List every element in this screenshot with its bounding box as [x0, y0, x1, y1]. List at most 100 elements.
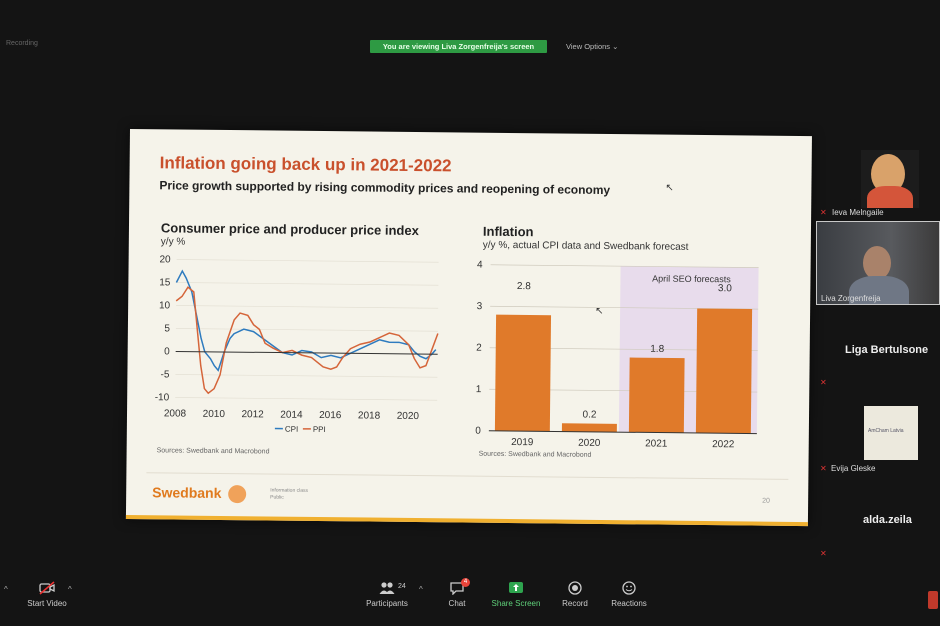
participants-label: Participants: [366, 599, 408, 608]
mic-muted-icon: ✕: [820, 549, 827, 558]
line-chart-y-tick-label: -5: [160, 369, 169, 380]
participant-name-alda: alda.zeila: [863, 514, 912, 526]
legend-label-cpi: CPI: [285, 425, 298, 434]
participant-video-clothes: [867, 186, 913, 208]
information-class: Information class Public: [270, 487, 308, 501]
bar-chart-y-tick-label: 1: [476, 384, 482, 395]
share-screen-label: Share Screen: [491, 599, 541, 608]
bar-2020: [561, 423, 617, 433]
video-options-caret-icon[interactable]: ^: [68, 585, 72, 594]
bar-chart-y-tick-label: 0: [475, 426, 481, 437]
participant-video-clothes: [849, 276, 909, 304]
slide-page-number: 20: [762, 497, 770, 505]
participant-name-evija: Evija Gleske: [831, 464, 876, 473]
bar-category-label-2021: 2021: [645, 438, 668, 449]
bar-chart-y-tick-label: 4: [477, 260, 483, 271]
information-class-value: Public: [270, 494, 284, 501]
line-chart-series-ppi: [175, 286, 439, 395]
bar-category-label-2020: 2020: [578, 438, 601, 449]
record-label: Record: [562, 599, 588, 608]
line-chart-y-tick-label: 10: [159, 300, 171, 311]
bar-chart-baseline: [488, 430, 757, 435]
viewing-banner: You are viewing Liva Zorgenfreija's scre…: [370, 40, 547, 53]
participant-name-liga: Liga Bertulsone: [845, 344, 929, 356]
participant-tile-evija[interactable]: AmCham Latvia: [864, 406, 918, 460]
participant-tile-liva[interactable]: Liva Zorgenfreija: [816, 221, 940, 305]
reactions-label: Reactions: [611, 599, 647, 608]
bar-value-label-2022: 3.0: [718, 283, 732, 294]
line-chart-y-tick-label: 0: [164, 346, 170, 357]
bar-chart-source: Sources: Swedbank and Macrobond: [478, 450, 592, 459]
bar-chart-y-tick-label: 3: [477, 301, 483, 312]
start-video-label: Start Video: [27, 599, 67, 608]
share-screen-button[interactable]: Share Screen: [490, 581, 542, 608]
participants-options-caret-icon[interactable]: ^: [419, 585, 423, 594]
recording-indicator: Recording: [6, 40, 38, 47]
bar-chart-title: Inflation: [482, 223, 534, 240]
line-chart-gridline: [175, 328, 438, 332]
legend-label-ppi: PPI: [313, 425, 326, 434]
share-screen-icon: [509, 582, 523, 593]
line-chart-series-cpi: [175, 269, 437, 372]
line-chart-ylabel: y/y %: [160, 236, 186, 248]
line-chart: 20 15 10 5 0 -5 -10 2008 2010 2012 2014 2016 2018 202…: [155, 254, 439, 434]
meeting-toolbar: ^ Start Video ^ Participants 24 ^ Chat 4…: [0, 575, 940, 626]
mic-muted-icon: ✕: [820, 464, 827, 473]
line-chart-x-tick-label: 2014: [280, 410, 303, 421]
slide-accent-bar: [125, 514, 808, 527]
mic-muted-icon: ✕: [820, 208, 827, 217]
participants-button[interactable]: Participants: [362, 581, 412, 608]
line-chart-gridline: [175, 374, 438, 378]
audio-options-caret-icon[interactable]: ^: [4, 585, 8, 594]
chat-label: Chat: [448, 599, 466, 608]
line-chart-x-tick-label: 2008: [164, 408, 187, 419]
line-chart-gridline: [176, 282, 439, 286]
start-video-button[interactable]: Start Video: [24, 581, 70, 608]
forecast-band-label: April SEO forecasts: [652, 273, 731, 284]
bar-chart-y-tick-label: 2: [476, 343, 482, 354]
mouse-cursor-icon-2: ↖: [595, 305, 604, 317]
reactions-button[interactable]: Reactions: [608, 581, 650, 608]
bar-chart: April SEO forecasts 4 3 2 1 0 2.8 2019 0.2 2020 1.…: [475, 260, 759, 450]
end-meeting-button[interactable]: [928, 591, 938, 609]
line-chart-title: Consumer price and producer price index: [160, 220, 419, 239]
chat-unread-badge: 4: [461, 578, 470, 587]
record-icon: [568, 581, 582, 595]
line-chart-y-tick-label: 20: [159, 254, 171, 265]
bar-2021: [628, 357, 685, 433]
participant-tile-ieva[interactable]: [861, 150, 919, 208]
bar-value-label-2020: 0.2: [583, 409, 597, 420]
bar-value-label-2019: 2.8: [517, 281, 531, 292]
line-chart-gridline: [176, 259, 439, 263]
bar-chart-gridline: [490, 264, 759, 268]
line-chart-gridline: [175, 397, 438, 401]
mouse-cursor-icon: ↖: [665, 182, 674, 194]
line-chart-gridline: [176, 305, 439, 309]
bar-category-label-2019: 2019: [511, 437, 534, 448]
swedbank-logo: Swedbank: [152, 484, 222, 501]
amcham-logo: AmCham Latvia: [868, 428, 904, 434]
top-bar: Recording You are viewing Liva Zorgenfre…: [0, 34, 940, 58]
view-options-button[interactable]: View Options ⌄: [566, 42, 619, 51]
mic-muted-icon: ✕: [820, 378, 827, 387]
line-chart-y-tick-label: 5: [164, 323, 170, 334]
line-chart-x-tick-label: 2018: [358, 410, 381, 421]
bar-category-label-2022: 2022: [712, 439, 735, 450]
participant-name-liva: Liva Zorgenfreija: [821, 294, 881, 303]
bar-2022: [695, 308, 753, 434]
participants-count: 24: [398, 583, 406, 590]
participants-icon: [379, 582, 395, 594]
slide-footer-divider: [146, 472, 789, 480]
line-chart-x-tick-label: 2012: [241, 409, 264, 420]
bar-2019: [494, 314, 552, 432]
participant-video-face: [863, 246, 891, 280]
line-chart-source: Sources: Swedbank and Macrobond: [156, 447, 270, 456]
reactions-smiley-icon: [622, 581, 636, 595]
record-button[interactable]: Record: [558, 581, 592, 608]
participant-name-ieva: Ieva Melngaile: [832, 208, 884, 217]
slide-subtitle: Price growth supported by rising commodi…: [159, 178, 611, 198]
line-chart-x-tick-label: 2010: [203, 409, 226, 420]
line-chart-x-tick-label: 2020: [397, 411, 420, 422]
line-chart-zero-line: [175, 350, 438, 355]
swedbank-oak-logo-icon: [228, 485, 247, 504]
